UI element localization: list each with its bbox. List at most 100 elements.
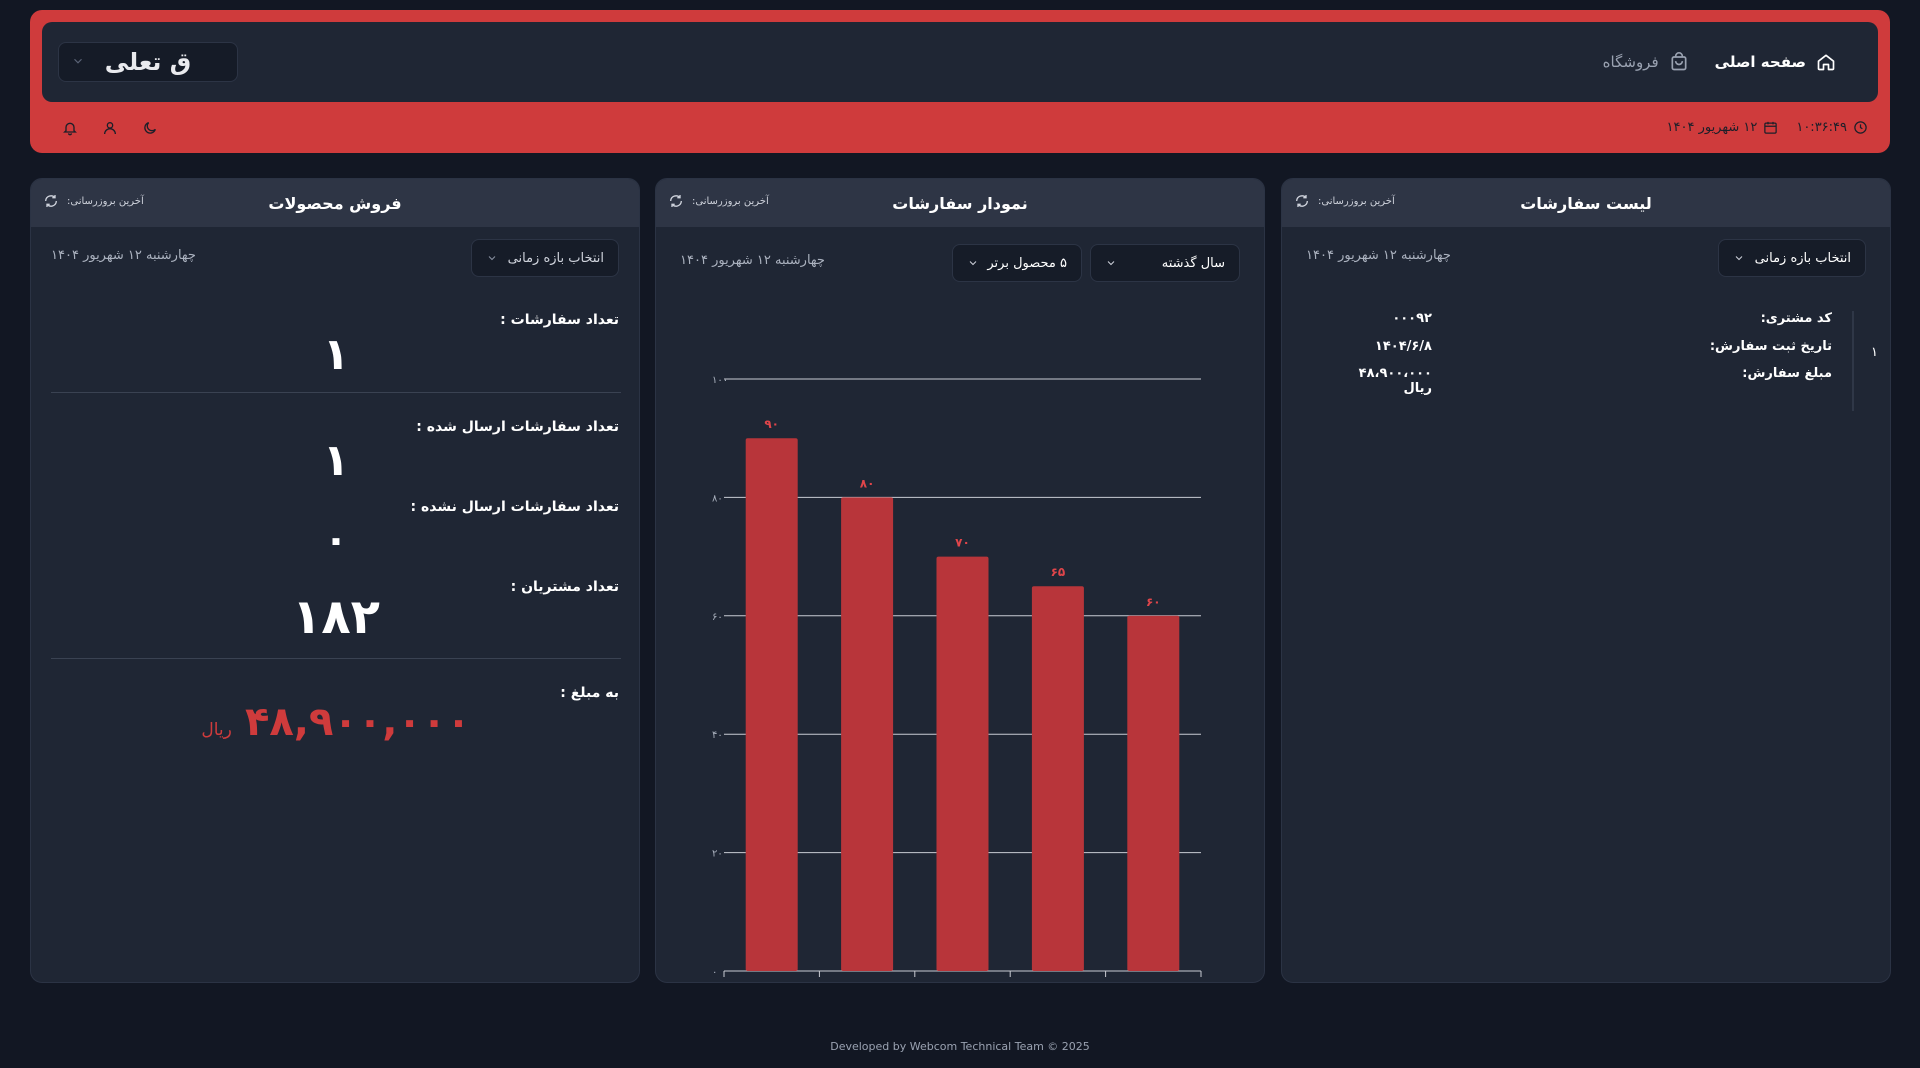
customer-code-label: کد مشتری: [1760, 311, 1832, 326]
refresh-control[interactable]: آخرین بروزرسانی: [1294, 193, 1395, 209]
chevron-down-icon [488, 256, 496, 261]
orders-count-value: ۱ [322, 329, 350, 380]
divider [51, 658, 621, 659]
products-select-value: ۵ محصول برتر [987, 255, 1067, 271]
nav-home-label: صفحه اصلی [1714, 53, 1806, 71]
moon-icon[interactable] [142, 120, 158, 136]
orders-chart-card: نمودار سفارشات آخرین بروزرسانی: چهارشنبه… [655, 178, 1265, 983]
total-amount-unit: ریال [201, 720, 232, 740]
chevron-down-icon [1735, 256, 1743, 261]
y-tick-label: ۲۰ [712, 849, 723, 860]
refresh-icon[interactable] [43, 193, 59, 209]
bar-value-label: ۸۰ [860, 476, 875, 490]
top-nav-bar: صفحه اصلی فروشگاه ق تعلی [42, 22, 1878, 102]
card-header: لیست سفارشات آخرین بروزرسانی: [1282, 179, 1890, 227]
order-date-label: تاریخ ثبت سفارش: [1709, 339, 1832, 354]
refresh-control[interactable]: آخرین بروزرسانی: [43, 193, 144, 209]
calendar-icon [1764, 121, 1778, 134]
unsent-orders-label: تعداد سفارشات ارسال نشده : [410, 499, 619, 515]
order-amount-value: ۴۸،۹۰۰،۰۰۰ ریال [1358, 366, 1432, 396]
bar[interactable] [1127, 615, 1180, 971]
period-select-value: سال گذشته [1161, 255, 1225, 271]
customers-label: تعداد مشتریان : [510, 579, 619, 595]
refresh-icon[interactable] [1294, 193, 1310, 209]
current-date: ۱۲ شهریور ۱۴۰۴ [1666, 120, 1758, 135]
range-select[interactable]: انتخاب بازه زمانی [471, 239, 619, 277]
card-title: لیست سفارشات [1520, 193, 1652, 213]
order-index: ۱ [1871, 345, 1878, 360]
total-amount-value: ۴۸,۹۰۰,۰۰۰ [244, 699, 471, 745]
bar-value-label: ۶۵ [1051, 565, 1066, 579]
customer-code-value: ۰۰۰۹۲ [1392, 311, 1432, 326]
product-sales-card: فروش محصولات آخرین بروزرسانی: چهارشنبه ۱… [30, 178, 640, 983]
bar[interactable] [745, 438, 798, 971]
nav-shop-label: فروشگاه [1602, 53, 1659, 71]
header-bar: صفحه اصلی فروشگاه ق تعلی ۱۰:۳۶:۴۹ ۱۲ شهر… [30, 10, 1890, 153]
shopping-bag-icon [1671, 52, 1687, 71]
orders-list-card: لیست سفارشات آخرین بروزرسانی: چهارشنبه ۱… [1281, 178, 1891, 983]
divider [51, 392, 621, 393]
products-select[interactable]: ۵ محصول برتر [952, 244, 1082, 282]
clock: ۱۰:۳۶:۴۹ [1796, 120, 1868, 135]
range-select-value: انتخاب بازه زمانی [507, 250, 604, 266]
sent-orders-label: تعداد سفارشات ارسال شده : [416, 419, 619, 435]
order-date-value: ۱۴۰۴/۶/۸ [1374, 339, 1432, 354]
customer-code-row: کد مشتری: ۰۰۰۹۲ [1332, 311, 1832, 326]
orders-count-label: تعداد سفارشات : [500, 312, 619, 328]
bar-value-label: ۶۰ [1146, 595, 1161, 609]
bar-value-label: ۷۰ [955, 536, 970, 550]
report-date: چهارشنبه ۱۲ شهریور ۱۴۰۴ [680, 253, 825, 268]
bar[interactable] [841, 497, 894, 971]
card-title: فروش محصولات [268, 193, 402, 213]
list-item[interactable]: ۱ کد مشتری: ۰۰۰۹۲ تاریخ ثبت سفارش: ۱۴۰۴/… [1314, 311, 1878, 411]
y-tick-label: ۶۰ [712, 612, 723, 623]
orders-bar-chart: ۰۲۰۴۰۶۰۸۰۱۰۰۹۰محصول ۱۸۰محصول ۲۷۰محصول ۳۶… [712, 375, 1202, 978]
report-date: چهارشنبه ۱۲ شهریور ۱۴۰۴ [1306, 248, 1451, 263]
bar-value-label: ۹۰ [764, 417, 779, 431]
period-select[interactable]: سال گذشته [1090, 244, 1240, 282]
chevron-down-icon [74, 58, 82, 64]
order-amount-label: مبلغ سفارش: [1742, 366, 1832, 381]
report-date: چهارشنبه ۱۲ شهریور ۱۴۰۴ [51, 248, 196, 263]
card-header: نمودار سفارشات آخرین بروزرسانی: [656, 179, 1264, 227]
refresh-icon[interactable] [668, 193, 684, 209]
order-date-row: تاریخ ثبت سفارش: ۱۴۰۴/۶/۸ [1332, 339, 1832, 354]
order-amount-row: مبلغ سفارش: ۴۸،۹۰۰،۰۰۰ ریال [1332, 366, 1832, 396]
logo-selector[interactable]: ق تعلی [58, 42, 238, 82]
last-update-label: آخرین بروزرسانی: [1318, 195, 1395, 207]
y-tick-label: ۰ [712, 967, 717, 978]
total-amount: ۴۸,۹۰۰,۰۰۰ ریال [31, 699, 639, 745]
y-tick-label: ۸۰ [712, 493, 723, 504]
range-select[interactable]: انتخاب بازه زمانی [1718, 239, 1866, 277]
calendar: ۱۲ شهریور ۱۴۰۴ [1667, 120, 1779, 135]
header-tools [62, 102, 158, 153]
unsent-orders-value: ۰ [323, 517, 349, 563]
chevron-down-icon [969, 261, 977, 266]
nav-home[interactable]: صفحه اصلی [1715, 52, 1836, 72]
user-icon[interactable] [102, 120, 118, 136]
status-bar: ۱۰:۳۶:۴۹ ۱۲ شهریور ۱۴۰۴ [30, 102, 1890, 153]
nav-shop[interactable]: فروشگاه [1603, 52, 1689, 72]
footer: Developed by Webcom Technical Team © 202… [830, 1040, 1090, 1053]
sent-orders-value: ۱ [322, 435, 350, 486]
current-time: ۱۰:۳۶:۴۹ [1796, 120, 1847, 135]
main-nav: صفحه اصلی فروشگاه [1603, 22, 1836, 102]
refresh-control[interactable]: آخرین بروزرسانی: [668, 193, 769, 209]
customers-value: ۱۸۲ [292, 589, 380, 645]
total-amount-label: به مبلغ : [560, 685, 619, 701]
y-tick-label: ۴۰ [712, 730, 723, 741]
last-update-label: آخرین بروزرسانی: [67, 195, 144, 207]
y-tick-label: ۱۰۰ [712, 375, 728, 386]
bar[interactable] [936, 556, 989, 971]
chevron-down-icon [1107, 261, 1115, 266]
card-header: فروش محصولات آخرین بروزرسانی: [31, 179, 639, 227]
home-icon [1817, 54, 1835, 71]
logo: ق تعلی [104, 48, 192, 76]
bell-icon[interactable] [62, 120, 78, 136]
clock-icon [1854, 121, 1867, 134]
bar[interactable] [1031, 586, 1084, 971]
last-update-label: آخرین بروزرسانی: [692, 195, 769, 207]
card-title: نمودار سفارشات [892, 193, 1028, 213]
datetime-display: ۱۰:۳۶:۴۹ ۱۲ شهریور ۱۴۰۴ [1667, 102, 1869, 153]
range-select-value: انتخاب بازه زمانی [1754, 250, 1851, 266]
